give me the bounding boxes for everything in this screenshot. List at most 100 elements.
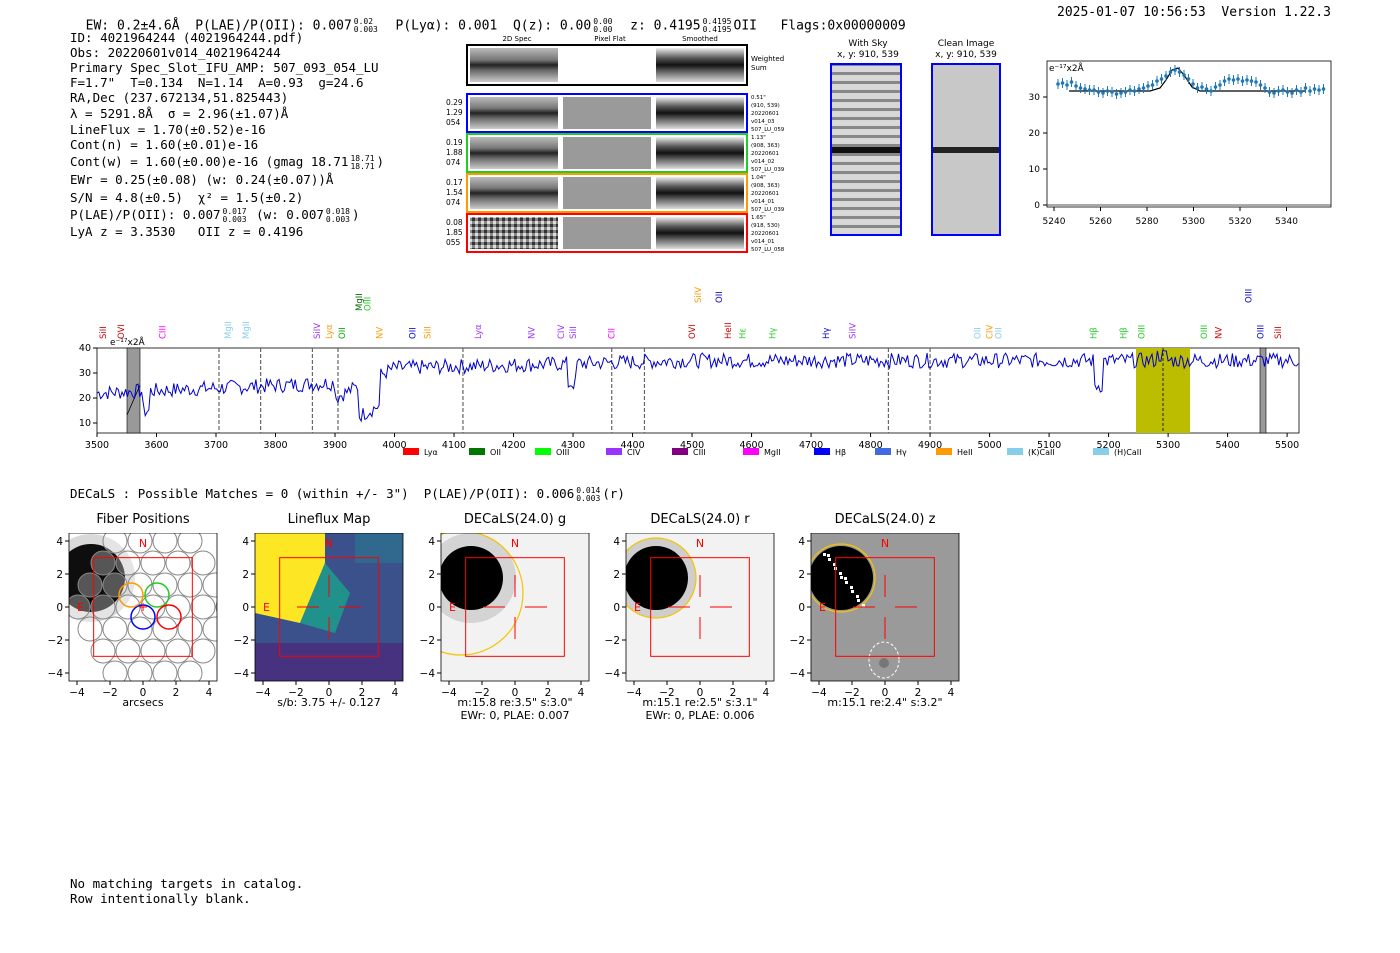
spectrum-x-tick-label: 5400 [1216, 440, 1240, 451]
north-label: N [696, 537, 704, 550]
zoom-x-tick-label: 5320 [1229, 217, 1252, 227]
zoom-point [1231, 78, 1236, 82]
legend-label: (K)CaII [1028, 448, 1055, 457]
info-ewr: EWr = 0.25(±0.08) (w: 0.24(±0.07))Å [70, 172, 334, 187]
zoom-x-tick-label: 5280 [1136, 217, 1159, 227]
panel-title: Lineflux Map [287, 512, 371, 527]
line-label: Lyα [474, 324, 484, 339]
line-label: SiII [569, 326, 579, 339]
zoom-point [1123, 90, 1128, 94]
with-sky-title: With Sky x, y: 910, 539 [818, 39, 918, 61]
panel-y-tick: 0 [56, 602, 63, 614]
spectrum-x-tick-label: 3600 [144, 440, 168, 451]
panel-x-tick: −4 [69, 687, 85, 699]
info-contw-row: Cont(w) = 1.60(±0.00)e-16 (gmag 18.71 18.… [70, 153, 385, 171]
fiber-row-1 [466, 93, 748, 133]
zoom-point [1164, 74, 1168, 78]
cutout-right-value: 1.13" [751, 135, 766, 141]
cutout-right-label: 1.04" (908, 363) 20220601 v014_01 507_LU_039 [751, 174, 811, 214]
zoom-point [1060, 81, 1065, 85]
panel-y-tick: 0 [428, 602, 435, 614]
line-label: OII [338, 327, 348, 339]
zoom-point [1195, 86, 1200, 90]
panel-y-tick: −2 [605, 635, 620, 647]
clean-title: Clean Image x, y: 910, 539 [916, 39, 1016, 61]
zoom-point [1321, 87, 1326, 91]
spectrum-x-tick-label: 4300 [561, 440, 585, 451]
cutout-right-label: 0.51" (910, 539) 20220601 v014_03 507_LU_059 [751, 94, 811, 134]
panel-fiber: + N E −4 −2 0 2 4 4 2 0 −2 −4 [48, 533, 218, 699]
info-plae: P(LAE)/P(OII): 0.007 [70, 207, 221, 222]
info-gmag-hi: 18.71 [350, 153, 375, 163]
zoom-point [1213, 85, 1218, 89]
header-plya: P(Lyα): 0.001 [395, 18, 498, 34]
zoom-point [1290, 91, 1294, 95]
info-lineflux: LineFlux = 1.70(±0.52)e-16 [70, 122, 266, 137]
spectrum-x-tick-label: 4200 [501, 440, 525, 451]
fiber-row-2 [466, 133, 748, 173]
line-label: Hε [739, 328, 749, 339]
zoom-point [1209, 89, 1213, 93]
cutout-right-value: (918, 530) [751, 223, 780, 229]
legend-swatch [469, 448, 485, 455]
zoom-point [1096, 90, 1101, 94]
line-label: Hγ [822, 328, 832, 339]
line-label: MgII [242, 321, 252, 339]
legend-label: CIII [693, 448, 706, 457]
panel-caption: m:15.8 re:3.5" s:3.0" [457, 696, 573, 709]
zoom-point [1155, 79, 1159, 83]
panel-y-tick: 4 [613, 536, 620, 548]
zoom-x-tick-label: 5260 [1089, 217, 1112, 227]
panel-y-tick: 2 [613, 569, 620, 581]
zoom-point [1245, 78, 1249, 82]
line-label: SiII [99, 326, 109, 339]
line-label: SiIV [313, 323, 323, 339]
weighted-sum-label: Weighted Sum [751, 55, 785, 72]
zoom-unit: e⁻¹⁷x2Å [1049, 62, 1085, 74]
panel-y-tick: −4 [48, 668, 64, 680]
spectrum-x-tick-label: 3700 [204, 440, 228, 451]
col-header-2dspec: 2D Spec [502, 35, 532, 43]
east-label: E [449, 601, 456, 614]
cutout-right-value: (910, 539) [751, 103, 780, 109]
line-label: MgII [224, 321, 234, 339]
panel-title: Fiber Positions [96, 512, 190, 527]
header-timestamp: 2025-01-07 10:56:53 Version 1.22.3 [1057, 5, 1331, 20]
legend-swatch [606, 448, 622, 455]
spectrum-y-tick-label: 20 [79, 393, 91, 404]
legend-label: Lyα [424, 448, 438, 457]
spectrum-vlines [218, 348, 931, 433]
panel-title: DECaLS(24.0) z [834, 512, 936, 527]
info-sn: S/N = 4.8(±0.5) χ² = 1.5(±0.2) [70, 190, 304, 205]
cutout-left-value: 074 [446, 158, 461, 167]
zoom-point [1263, 86, 1267, 90]
line-label: OIII [364, 297, 374, 311]
panel-caption-2: EWr: 0, PLAE: 0.007 [460, 709, 570, 722]
zoom-point [1146, 84, 1150, 88]
zoom-point [1267, 90, 1272, 94]
panel-y-tick: 0 [242, 602, 249, 614]
zoom-point [1074, 84, 1078, 88]
legend-swatch [535, 448, 551, 455]
info-plae-hi: 0.017 [222, 206, 247, 216]
cutout-right-value: v014_03 [751, 119, 775, 125]
line-label: CIV [986, 325, 996, 339]
zoom-point [1276, 89, 1281, 93]
zoom-point [1069, 80, 1074, 84]
north-label: N [139, 537, 147, 550]
clean-xy: x, y: 910, 539 [935, 50, 997, 60]
line-label: OIII [1137, 325, 1147, 339]
header-qz-hi: 0.00 [593, 17, 613, 26]
zoom-point [1173, 68, 1177, 72]
panel-x-tick: 4 [763, 687, 770, 699]
panel-x-tick: −2 [474, 687, 489, 699]
zoom-point [1114, 92, 1119, 96]
legend-label: HeII [957, 448, 973, 457]
zoom-point [1141, 86, 1146, 90]
cutout-left-value: 0.29 [446, 98, 463, 107]
header-plae-hi: 0.02 [353, 17, 374, 26]
panel-y-tick: 2 [56, 569, 63, 581]
cutout-right-value: 507_LU_059 [751, 127, 785, 133]
panel-y-tick: 4 [428, 536, 435, 548]
cutout-left-value: 054 [446, 118, 461, 127]
